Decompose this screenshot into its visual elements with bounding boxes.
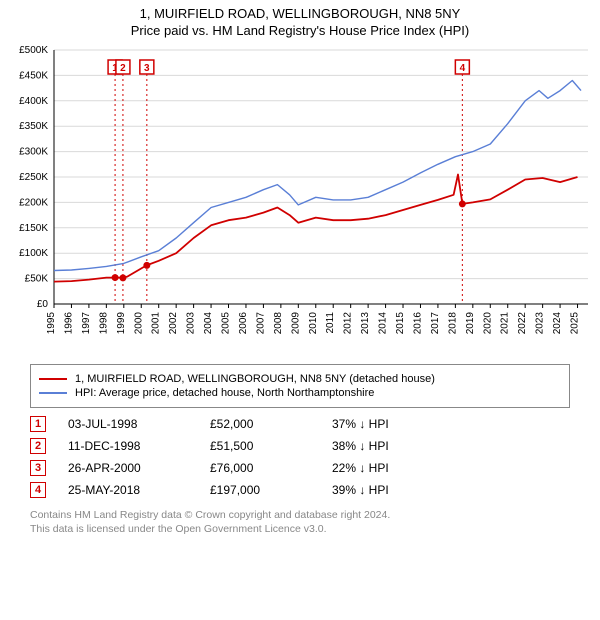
svg-text:£250K: £250K [19, 172, 48, 183]
legend-swatch [39, 378, 67, 380]
svg-text:2009: 2009 [290, 312, 301, 335]
transaction-row: 4 25-MAY-2018 £197,000 39% ↓ HPI [30, 482, 570, 498]
svg-text:3: 3 [144, 63, 150, 74]
transaction-price: £52,000 [210, 417, 310, 431]
transaction-date: 26-APR-2000 [68, 461, 188, 475]
title-line-1: 1, MUIRFIELD ROAD, WELLINGBOROUGH, NN8 5… [0, 6, 600, 21]
svg-text:2: 2 [120, 63, 126, 74]
transaction-pct: 38% ↓ HPI [332, 439, 432, 453]
svg-text:2023: 2023 [535, 312, 546, 335]
footer-line-2: This data is licensed under the Open Gov… [30, 522, 570, 536]
transaction-marker: 1 [30, 416, 46, 432]
transaction-row: 1 03-JUL-1998 £52,000 37% ↓ HPI [30, 416, 570, 432]
legend-item: 1, MUIRFIELD ROAD, WELLINGBOROUGH, NN8 5… [39, 373, 561, 385]
transaction-price: £76,000 [210, 461, 310, 475]
transaction-date: 11-DEC-1998 [68, 439, 188, 453]
chart-area: £0 £50K £100K £150K £200K £250K £300K £350K £400… [0, 38, 600, 358]
svg-text:2008: 2008 [273, 312, 284, 335]
svg-text:2013: 2013 [360, 312, 371, 335]
transaction-pct: 37% ↓ HPI [332, 417, 432, 431]
transaction-marker: 3 [30, 460, 46, 476]
svg-text:1997: 1997 [81, 312, 92, 335]
svg-text:1999: 1999 [116, 312, 127, 335]
svg-text:£0: £0 [37, 299, 49, 310]
svg-text:1995: 1995 [46, 312, 57, 335]
svg-text:2016: 2016 [412, 312, 423, 335]
svg-text:2010: 2010 [308, 312, 319, 335]
svg-text:4: 4 [460, 63, 466, 74]
svg-text:2003: 2003 [186, 312, 197, 335]
page: 1, MUIRFIELD ROAD, WELLINGBOROUGH, NN8 5… [0, 0, 600, 536]
svg-text:£300K: £300K [19, 147, 48, 158]
svg-text:2000: 2000 [133, 312, 144, 335]
svg-text:£50K: £50K [25, 274, 49, 285]
legend-label: HPI: Average price, detached house, Nort… [75, 387, 374, 399]
title-line-2: Price paid vs. HM Land Registry's House … [0, 23, 600, 38]
svg-text:£400K: £400K [19, 96, 48, 107]
transaction-marker: 2 [30, 438, 46, 454]
svg-text:2012: 2012 [343, 312, 354, 335]
svg-text:2022: 2022 [517, 312, 528, 335]
svg-text:£350K: £350K [19, 121, 48, 132]
svg-text:2002: 2002 [168, 312, 179, 335]
svg-text:2019: 2019 [465, 312, 476, 335]
svg-text:2014: 2014 [378, 312, 389, 335]
transactions-table: 1 03-JUL-1998 £52,000 37% ↓ HPI 2 11-DEC-1998… [30, 416, 570, 498]
svg-text:1998: 1998 [98, 312, 109, 335]
chart-titles: 1, MUIRFIELD ROAD, WELLINGBOROUGH, NN8 5… [0, 0, 600, 38]
svg-text:2011: 2011 [325, 312, 336, 334]
svg-text:2004: 2004 [203, 312, 214, 335]
line-chart: £0 £50K £100K £150K £200K £250K £300K £350K £400… [0, 38, 600, 358]
transaction-marker: 4 [30, 482, 46, 498]
svg-text:2015: 2015 [395, 312, 406, 335]
transaction-row: 2 11-DEC-1998 £51,500 38% ↓ HPI [30, 438, 570, 454]
svg-text:2020: 2020 [482, 312, 493, 335]
svg-text:£150K: £150K [19, 223, 48, 234]
svg-text:£450K: £450K [19, 70, 48, 81]
svg-text:2017: 2017 [430, 312, 441, 335]
svg-text:2005: 2005 [221, 312, 232, 335]
svg-text:2006: 2006 [238, 312, 249, 335]
svg-text:2021: 2021 [500, 312, 511, 335]
transaction-date: 25-MAY-2018 [68, 483, 188, 497]
footer-line-1: Contains HM Land Registry data © Crown c… [30, 508, 570, 522]
svg-text:2018: 2018 [447, 312, 458, 335]
svg-text:£200K: £200K [19, 197, 48, 208]
svg-text:£100K: £100K [19, 248, 48, 259]
legend: 1, MUIRFIELD ROAD, WELLINGBOROUGH, NN8 5… [30, 364, 570, 408]
transaction-row: 3 26-APR-2000 £76,000 22% ↓ HPI [30, 460, 570, 476]
svg-text:2024: 2024 [552, 312, 563, 335]
attribution-footer: Contains HM Land Registry data © Crown c… [30, 508, 570, 536]
transaction-pct: 22% ↓ HPI [332, 461, 432, 475]
svg-text:2007: 2007 [255, 312, 266, 335]
svg-text:2025: 2025 [570, 312, 581, 335]
legend-label: 1, MUIRFIELD ROAD, WELLINGBOROUGH, NN8 5… [75, 373, 435, 385]
svg-text:£500K: £500K [19, 45, 48, 56]
transaction-pct: 39% ↓ HPI [332, 483, 432, 497]
svg-text:2001: 2001 [151, 312, 162, 335]
transaction-date: 03-JUL-1998 [68, 417, 188, 431]
legend-item: HPI: Average price, detached house, Nort… [39, 387, 561, 399]
svg-text:1996: 1996 [63, 312, 74, 335]
transaction-price: £197,000 [210, 483, 310, 497]
legend-swatch [39, 392, 67, 394]
transaction-price: £51,500 [210, 439, 310, 453]
